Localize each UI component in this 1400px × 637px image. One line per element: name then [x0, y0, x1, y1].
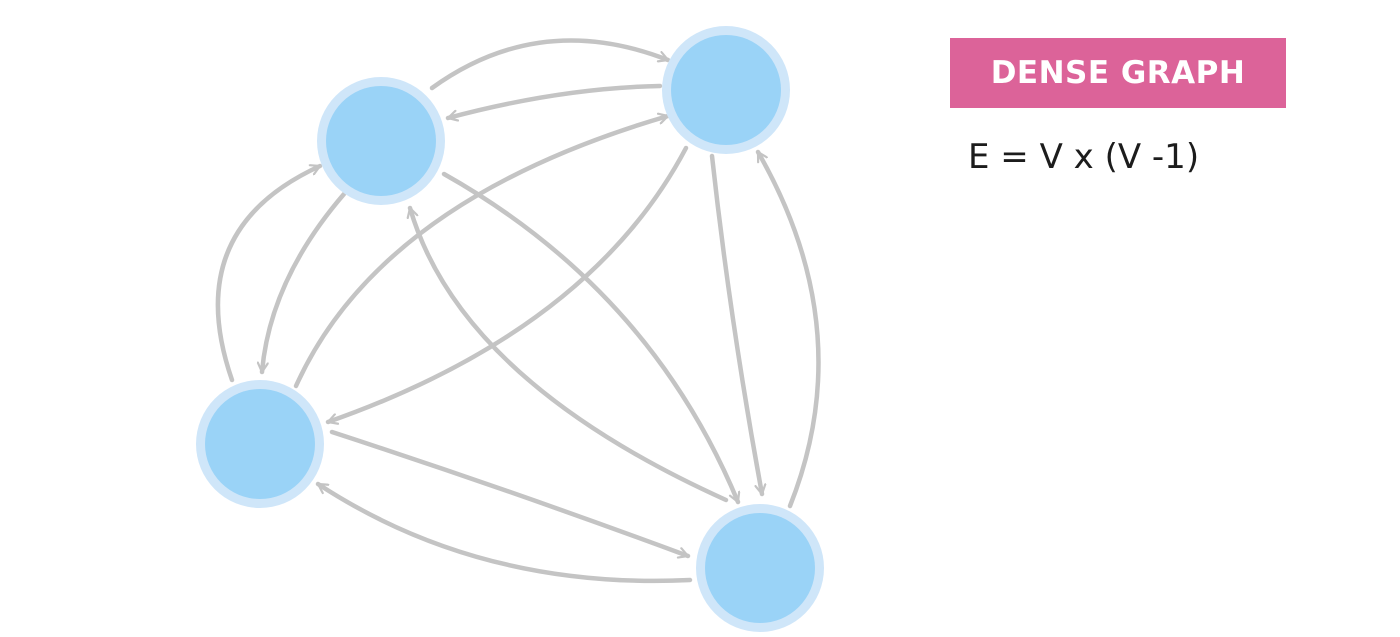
edge-n2-to-n1 — [445, 83, 663, 118]
graph-node-3 — [196, 380, 324, 508]
edge-n4-to-n3 — [315, 481, 693, 584]
edge-n2-to-n4 — [709, 153, 762, 497]
edge-n2-to-n3 — [325, 145, 689, 422]
graph-node-1 — [317, 77, 445, 205]
edge-n3-to-n4 — [329, 429, 691, 556]
graph-node-4 — [696, 504, 824, 632]
graph-node-2 — [662, 26, 790, 154]
edges — [215, 38, 821, 584]
edge-n3-to-n2 — [293, 116, 671, 389]
edge-n3-to-n1 — [215, 163, 323, 383]
edge-count-formula: E = V x (V -1) — [968, 137, 1200, 177]
edge-n4-to-n1 — [410, 205, 729, 503]
dense-graph-badge: DENSE GRAPH — [950, 38, 1286, 108]
dense-graph-badge-label: DENSE GRAPH — [990, 55, 1246, 91]
edge-n1-to-n4 — [441, 171, 738, 505]
nodes — [196, 26, 824, 632]
edge-n1-to-n2 — [429, 38, 671, 91]
edge-n4-to-n2 — [755, 149, 821, 509]
edge-n1-to-n3 — [262, 191, 347, 375]
